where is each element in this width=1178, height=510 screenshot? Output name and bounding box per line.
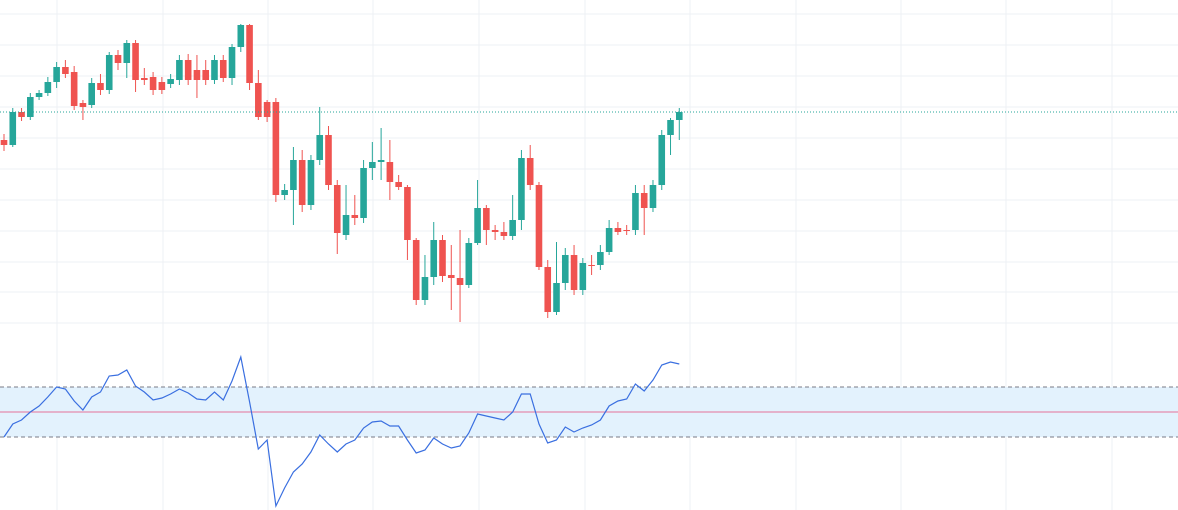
candle-body [211,60,218,80]
candle-body [483,208,490,230]
candle-body [246,25,253,83]
candle-body [141,78,148,80]
candle-body [237,25,245,47]
candle-body [70,72,78,106]
candle-body [535,185,543,267]
candle-body [263,102,271,117]
candle-body [500,232,508,236]
candle-body [474,208,481,243]
candle-body [158,82,166,90]
candle-body [623,230,630,231]
candle-body [18,112,25,117]
candle-body [272,102,280,195]
candle-body [447,275,455,278]
candle-body [597,252,604,265]
candle-body [439,240,446,276]
candle-body [395,182,402,187]
candle-body [149,77,157,90]
candle-body [351,215,359,218]
candle-body [526,158,534,185]
candle-body [114,55,122,63]
candle-body [35,93,43,97]
candle-body [290,160,297,190]
candle-body [298,160,306,205]
candle-body [553,283,560,312]
candle-body [333,185,341,233]
candle-body [316,135,324,160]
candle-body [421,277,429,300]
candle-body [53,67,60,82]
candle-body [255,83,262,117]
candle-body [27,97,34,117]
candle-body [640,193,648,208]
candle-body [518,158,525,220]
candle-body [167,79,174,84]
candle-body [325,135,332,185]
candle-body [430,240,438,277]
candle-body [544,267,552,312]
candle-body [579,263,587,290]
candle-body [0,140,8,145]
candle-body [184,60,192,80]
candle-body [88,83,95,105]
candle-body [386,162,394,182]
candle-body [79,103,87,107]
candle-body [132,43,139,80]
candle-body [281,190,288,195]
candle-body [360,168,367,218]
candle-body [97,83,104,90]
candle-body [570,255,578,290]
candle-body [412,240,420,300]
candle-body [561,255,569,283]
candle-body [228,47,236,78]
candle-body [614,228,622,232]
candle-body [588,265,595,266]
candle-body [632,193,639,230]
candle-body [667,120,674,135]
candle-body [123,43,131,63]
candle-body [675,112,683,120]
candle-body [62,67,69,74]
candle-body [44,82,52,93]
oscillator-line [3,354,680,509]
candle-body [377,160,385,162]
candle-body [491,230,499,232]
candle-body [658,135,666,185]
candle-body [404,187,411,240]
candle-body [9,112,17,145]
candle-body [219,60,227,78]
candle-body [605,228,613,252]
candle-body [193,70,201,80]
candle-body [307,160,315,205]
candle-body [176,60,183,80]
candle-body [369,162,376,168]
candle-body [105,55,113,90]
candle-body [202,70,210,80]
candle-body [509,220,516,236]
candle-body [342,215,350,235]
candle-body [649,185,657,208]
candle-body [456,278,464,285]
candle-body [465,243,473,285]
